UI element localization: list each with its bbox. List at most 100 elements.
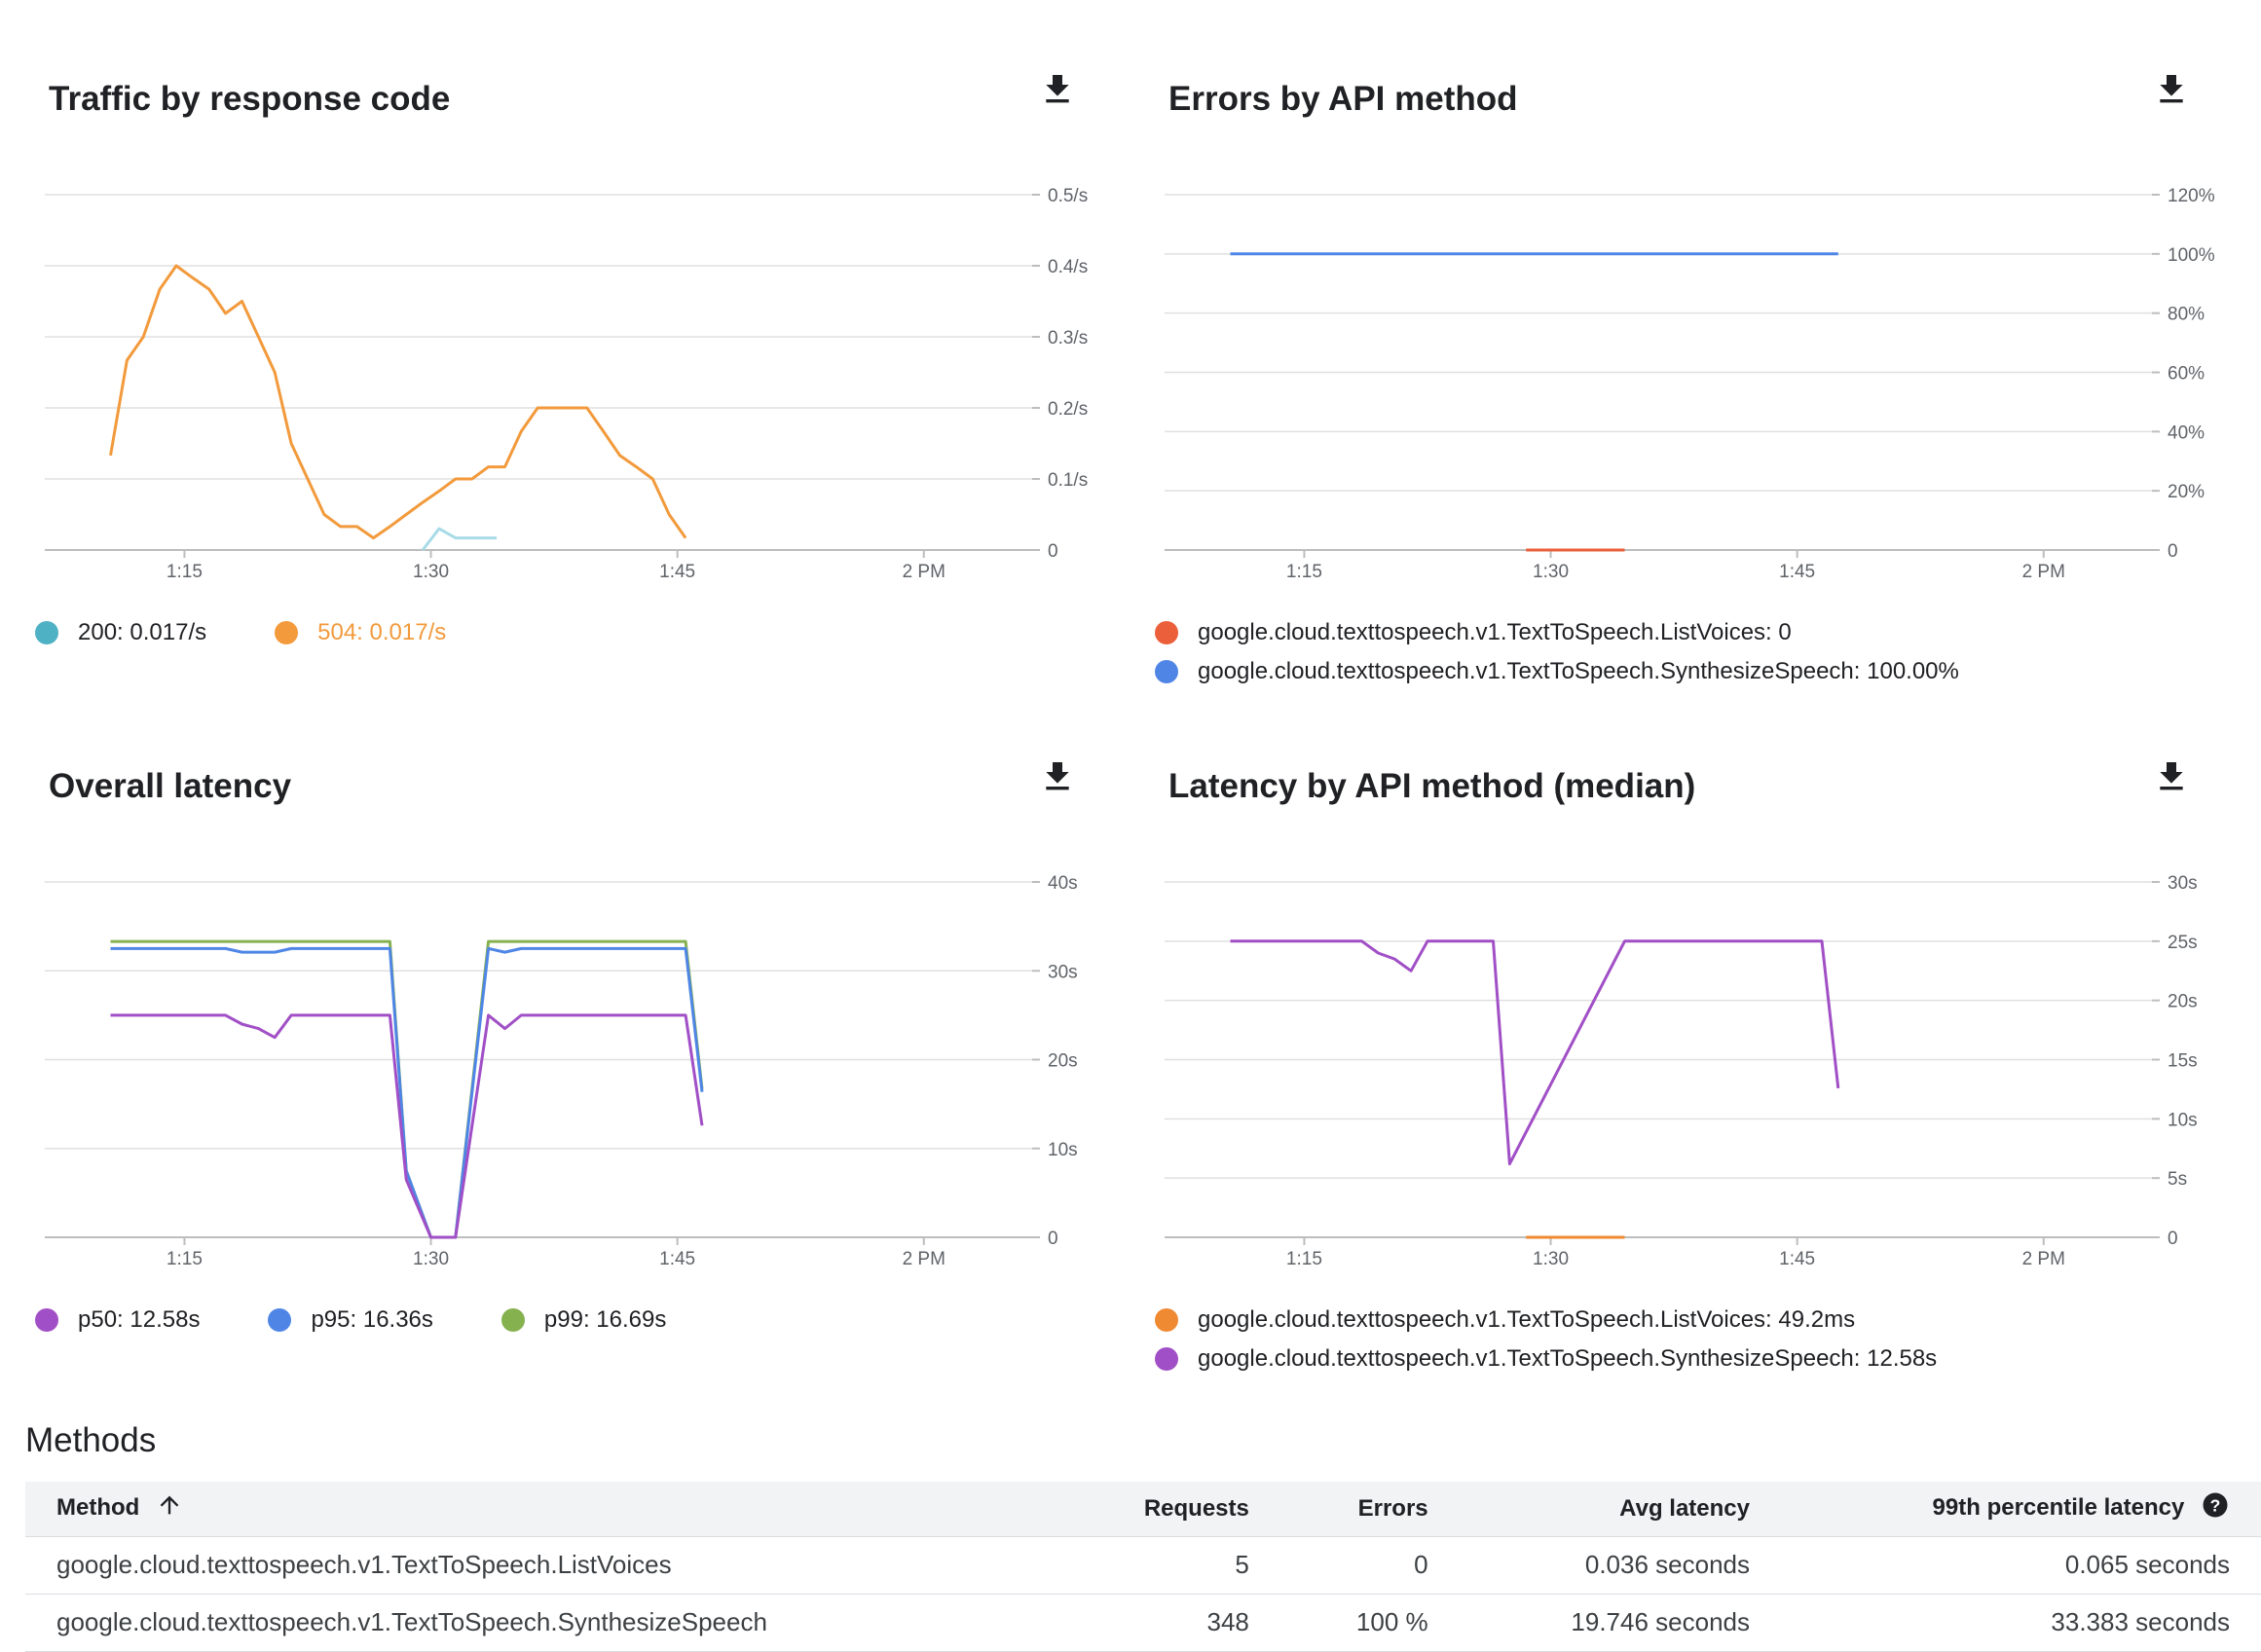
legend-label: 200: xyxy=(78,619,124,645)
x-tick-label: 2 PM xyxy=(2022,1249,2065,1269)
cell-method: google.cloud.texttospeech.v1.TextToSpeec… xyxy=(25,1594,1057,1652)
x-tick-label: 2 PM xyxy=(903,562,945,582)
help-icon[interactable]: ? xyxy=(2201,1490,2230,1526)
legend-value: 16.69s xyxy=(596,1306,667,1333)
legend-item-504[interactable]: 504: 0.017/s xyxy=(275,619,446,646)
legend-value: 0.017/s xyxy=(369,619,447,645)
x-tick-label: 1:30 xyxy=(413,562,449,582)
x-tick-label: 1:30 xyxy=(413,1249,449,1269)
legend-value: 0 xyxy=(1778,619,1792,645)
arrow-up-icon xyxy=(156,1491,183,1525)
series-line xyxy=(110,1013,704,1239)
errors-chart-card: Errors by API method 0 20% 40% 60% 80% 100% 12… xyxy=(1120,0,2220,683)
errors-legend: google.cloud.texttospeech.v1.TextToSpeec… xyxy=(1155,613,2027,683)
legend-value: 0.017/s xyxy=(130,619,207,645)
y-tick-label: 0.1/s xyxy=(1048,470,1088,491)
x-tick-label: 2 PM xyxy=(903,1249,945,1269)
table-header-row: Method Requests Errors Avg latency 99th … xyxy=(25,1482,2261,1537)
y-tick-label: 0 xyxy=(1048,541,1058,562)
x-tick-label: 1:45 xyxy=(1779,562,1815,582)
cell-requests: 348 xyxy=(1056,1594,1280,1652)
legend-value: 49.2ms xyxy=(1778,1306,1856,1333)
y-tick-label: 0.5/s xyxy=(1048,186,1088,206)
column-label: 99th percentile latency xyxy=(1932,1494,2185,1522)
chart-title: Latency by API method (median) xyxy=(1168,767,1696,805)
legend-dot xyxy=(1155,1308,1178,1332)
legend-dot xyxy=(268,1308,292,1332)
legend-item-p95[interactable]: p95: 16.36s xyxy=(268,1306,433,1334)
latency-method-chart-card: Latency by API method (median) 0 5s 10s 15s… xyxy=(1120,687,2220,1371)
series-line xyxy=(109,264,687,540)
table-row[interactable]: google.cloud.texttospeech.v1.TextToSpeec… xyxy=(25,1594,2261,1652)
y-tick-label: 0 xyxy=(2168,1229,2178,1249)
download-icon[interactable] xyxy=(2152,757,2191,796)
y-tick-label: 40s xyxy=(1048,873,1078,894)
latency-method-legend: google.cloud.texttospeech.v1.TextToSpeec… xyxy=(1155,1301,2005,1371)
y-tick-label: 10s xyxy=(2168,1110,2198,1130)
column-header-requests[interactable]: Requests xyxy=(1056,1482,1280,1537)
legend-label: p99: xyxy=(543,1306,590,1333)
y-tick-label: 40% xyxy=(2168,422,2205,443)
x-tick-label: 1:45 xyxy=(659,562,695,582)
y-tick-label: 0 xyxy=(1048,1229,1058,1249)
legend-item-listvoices[interactable]: google.cloud.texttospeech.v1.TextToSpeec… xyxy=(1155,1306,1855,1334)
traffic-legend: 200: 0.017/s 504: 0.017/s xyxy=(35,613,514,652)
column-header-avg-latency[interactable]: Avg latency xyxy=(1459,1482,1781,1537)
legend-label: p50: xyxy=(78,1306,124,1333)
legend-item-200[interactable]: 200: 0.017/s xyxy=(35,619,206,646)
traffic-chart-card: Traffic by response code 0 0.1/s 0.2/s 0.3/… xyxy=(0,0,1100,645)
legend-value: 100.00% xyxy=(1867,658,1959,683)
y-tick-label: 10s xyxy=(1048,1140,1078,1160)
y-tick-label: 5s xyxy=(2168,1169,2187,1190)
legend-dot xyxy=(35,621,58,644)
column-header-method[interactable]: Method xyxy=(25,1482,1057,1537)
legend-label: p95: xyxy=(311,1306,357,1333)
x-tick-label: 2 PM xyxy=(2022,562,2065,582)
legend-value: 16.36s xyxy=(362,1306,433,1333)
x-tick-label: 1:15 xyxy=(167,1249,203,1269)
legend-label: 504: xyxy=(317,619,363,645)
methods-title: Methods xyxy=(25,1421,157,1459)
cell-errors: 0 xyxy=(1279,1536,1460,1595)
cell-avg-latency: 0.036 seconds xyxy=(1459,1536,1781,1595)
legend-item-p99[interactable]: p99: 16.69s xyxy=(500,1306,667,1334)
table-row[interactable]: google.cloud.texttospeech.v1.TextToSpeec… xyxy=(25,1536,2261,1595)
y-tick-label: 15s xyxy=(2168,1051,2198,1072)
traffic-chart: 0 0.1/s 0.2/s 0.3/s 0.4/s 0.5/s 1:15 1:30 1:45 2 … xyxy=(45,186,1088,582)
legend-dot xyxy=(1155,1347,1178,1371)
chart-title: Overall latency xyxy=(49,767,292,805)
y-tick-label: 25s xyxy=(2168,933,2198,953)
series-line xyxy=(110,946,704,1239)
y-tick-label: 30s xyxy=(2168,873,2198,894)
x-tick-label: 1:30 xyxy=(1533,562,1569,582)
cell-method: google.cloud.texttospeech.v1.TextToSpeec… xyxy=(25,1536,1057,1595)
legend-dot xyxy=(500,1308,525,1332)
legend-label: google.cloud.texttospeech.v1.TextToSpeec… xyxy=(1198,619,1772,645)
latency-chart-card: Overall latency 0 10s 20s 30s 40s 1:15 1:30 1:4… xyxy=(0,687,1100,1333)
legend-item-listvoices[interactable]: google.cloud.texttospeech.v1.TextToSpeec… xyxy=(1155,619,1792,646)
legend-dot xyxy=(35,1308,58,1332)
download-icon[interactable] xyxy=(1038,757,1077,796)
y-tick-label: 60% xyxy=(2168,364,2205,385)
x-tick-label: 1:15 xyxy=(1286,1249,1322,1269)
download-icon[interactable] xyxy=(1038,70,1077,109)
cell-avg-latency: 19.746 seconds xyxy=(1459,1594,1781,1652)
methods-table: Method Requests Errors Avg latency 99th … xyxy=(25,1482,2261,1652)
series-line xyxy=(110,939,704,1239)
legend-dot xyxy=(275,621,299,644)
y-tick-label: 20s xyxy=(2168,992,2198,1012)
y-tick-label: 100% xyxy=(2168,245,2215,266)
cell-errors: 100 % xyxy=(1279,1594,1460,1652)
legend-item-p50[interactable]: p50: 12.58s xyxy=(35,1306,200,1334)
legend-item-synthesize[interactable]: google.cloud.texttospeech.v1.TextToSpeec… xyxy=(1155,1345,1937,1371)
legend-item-synthesize[interactable]: google.cloud.texttospeech.v1.TextToSpeec… xyxy=(1155,658,1959,683)
column-header-errors[interactable]: Errors xyxy=(1279,1482,1460,1537)
legend-label: google.cloud.texttospeech.v1.TextToSpeec… xyxy=(1198,1306,1772,1333)
x-tick-label: 1:15 xyxy=(1286,562,1322,582)
errors-chart: 0 20% 40% 60% 80% 100% 120% 1:15 1:30 1:45 2 PM xyxy=(1165,186,2215,582)
svg-text:?: ? xyxy=(2210,1496,2221,1516)
download-icon[interactable] xyxy=(2152,70,2191,109)
column-header-p99-latency[interactable]: 99th percentile latency ? xyxy=(1781,1482,2261,1537)
chart-title: Errors by API method xyxy=(1168,80,1518,118)
x-tick-label: 1:45 xyxy=(659,1249,695,1269)
